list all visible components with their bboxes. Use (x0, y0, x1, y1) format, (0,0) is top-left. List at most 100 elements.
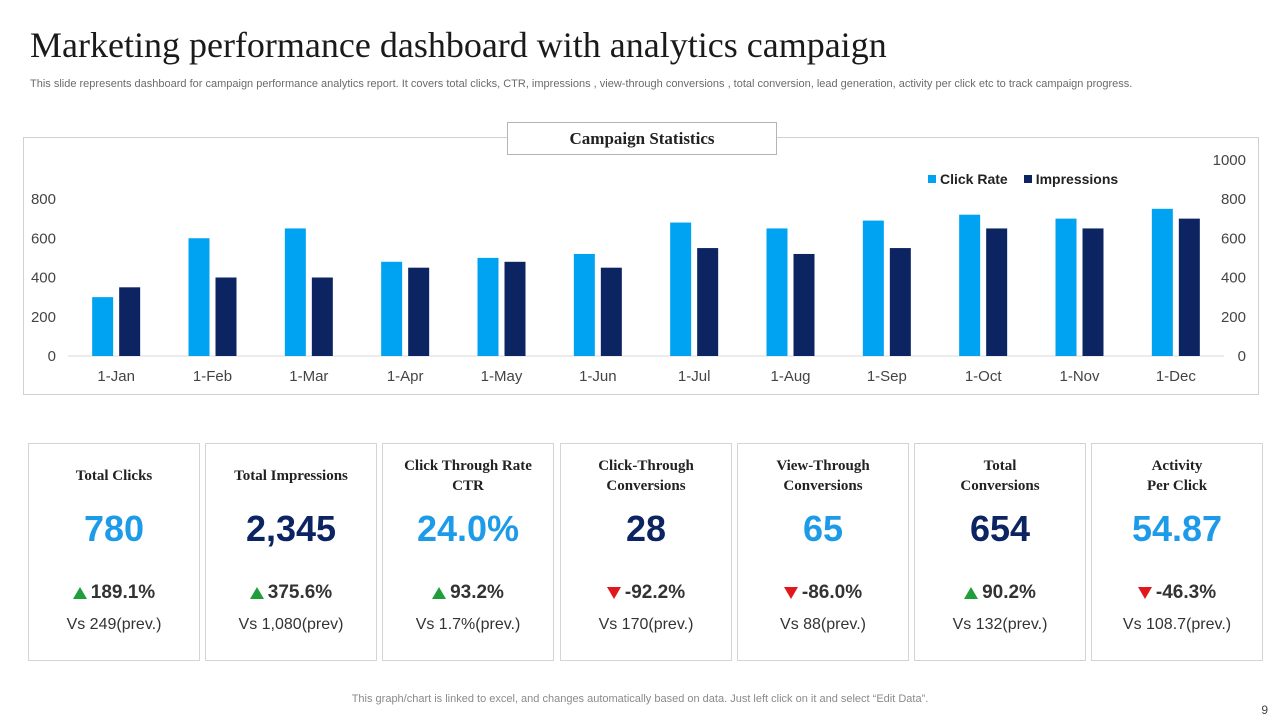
bar-impressions (311, 277, 333, 356)
x-tick-label: 1-Feb (193, 368, 232, 385)
y-right-tick-label: 800 (1221, 191, 1246, 208)
x-tick-label: 1-Nov (1059, 368, 1100, 385)
bar-click-rate (670, 222, 692, 356)
y-right-tick-label: 600 (1221, 230, 1246, 247)
kpi-change: -86.0% (738, 582, 908, 604)
trend-arrow-icon (783, 587, 798, 599)
bar-click-rate (573, 253, 595, 356)
bar-impressions (600, 267, 622, 356)
bar-click-rate (1151, 208, 1173, 356)
bar-impressions (119, 287, 141, 356)
x-tick-label: 1-Apr (387, 368, 424, 385)
kpi-card-total-conversions: Total Conversions 654 90.2% Vs 132(prev.… (914, 443, 1086, 661)
bar-click-rate (284, 228, 306, 356)
x-tick-label: 1-Oct (965, 368, 1003, 385)
bar-impressions (408, 267, 430, 356)
kpi-change: -92.2% (561, 582, 731, 604)
kpi-change-value: 375.6% (267, 582, 333, 603)
trend-arrow-icon (964, 587, 979, 599)
kpi-change: 90.2% (915, 582, 1085, 604)
kpi-value: 65 (802, 508, 844, 549)
kpi-change-value: 90.2% (982, 582, 1036, 603)
x-tick-label: 1-Jan (97, 368, 135, 385)
bar-impressions (215, 277, 237, 356)
kpi-previous: Vs 108.7(prev.) (1122, 616, 1232, 633)
footer-note: This graph/chart is linked to excel, and… (351, 693, 929, 705)
kpi-previous: Vs 170(prev.) (598, 616, 694, 633)
bar-impressions (697, 248, 719, 356)
kpi-value: 780 (83, 508, 145, 549)
bar-impressions (793, 253, 815, 356)
kpi-value: 28 (625, 508, 667, 549)
x-tick-label: 1-Dec (1156, 368, 1197, 385)
kpi-value: 2,345 (245, 508, 337, 549)
kpi-card-view-through-conversions: View-Through Conversions 65 -86.0% Vs 88… (737, 443, 909, 661)
y-right-tick-label: 0 (1238, 348, 1246, 365)
legend-item-click-rate: Click Rate (928, 171, 1008, 187)
x-tick-label: 1-Sep (867, 368, 907, 385)
y-right-tick-label: 1000 (1213, 152, 1246, 169)
kpi-card-activity-per-click: Activity Per Click 54.87 -46.3% Vs 108.7… (1091, 443, 1263, 661)
legend-item-impressions: Impressions (1023, 171, 1119, 187)
kpi-change-value: -46.3% (1155, 582, 1217, 603)
trend-arrow-icon (72, 587, 87, 599)
chart-legend: Click Rate Impressions (928, 171, 1118, 187)
kpi-value: 24.0% (416, 508, 520, 549)
x-tick-label: 1-Aug (770, 368, 810, 385)
bar-click-rate (188, 238, 210, 356)
kpi-change-value: 93.2% (450, 582, 504, 603)
trend-arrow-icon (432, 587, 447, 599)
kpi-card-total-impressions: Total Impressions 2,345 375.6% Vs 1,080(… (205, 443, 377, 661)
y-left-tick-label: 200 (31, 309, 56, 326)
kpi-label: Total Clicks (75, 468, 153, 484)
bar-impressions (504, 261, 526, 356)
kpi-label: Click Through Rate CTR (404, 458, 532, 494)
trend-arrow-icon (1137, 587, 1152, 599)
bar-impressions (1082, 228, 1104, 356)
y-left-tick-label: 600 (31, 230, 56, 247)
trend-arrow-icon (606, 587, 621, 599)
kpi-card-click-through-conversions: Click-Through Conversions 28 -92.2% Vs 1… (560, 443, 732, 661)
page-title: Marketing performance dashboard with ana… (30, 25, 887, 65)
kpi-value: 54.87 (1131, 508, 1223, 549)
kpi-change-value: 189.1% (90, 582, 156, 603)
kpi-change: 375.6% (206, 582, 376, 604)
kpi-label: Click-Through Conversions (598, 458, 694, 494)
trend-arrow-icon (249, 587, 264, 599)
kpi-previous: Vs 249(prev.) (66, 616, 162, 633)
kpi-label: Activity Per Click (1146, 458, 1208, 494)
bar-click-rate (766, 228, 788, 356)
bar-impressions (1178, 218, 1200, 356)
legend-swatch-click-rate (928, 175, 936, 183)
x-tick-label: 1-Jun (579, 368, 617, 385)
kpi-card-ctr: Click Through Rate CTR 24.0% 93.2% Vs 1.… (382, 443, 554, 661)
legend-swatch-impressions (1023, 175, 1032, 183)
bar-click-rate (862, 220, 884, 356)
legend-label-click-rate: Click Rate (940, 171, 1008, 187)
y-right-tick-label: 200 (1221, 309, 1246, 326)
bar-click-rate (1055, 218, 1077, 356)
kpi-label: Total Conversions (960, 458, 1040, 494)
campaign-statistics-chart: 0 200 400 600 800 0 200 400 600 800 1000 1-Jan 1-Feb… (31, 152, 1246, 385)
kpi-value: 654 (969, 508, 1031, 549)
kpi-previous: Vs 1,080(prev) (238, 616, 344, 633)
x-tick-label: 1-Jul (678, 368, 711, 385)
bar-impressions (986, 228, 1008, 356)
kpi-previous: Vs 1.7%(prev.) (415, 616, 521, 633)
x-tick-label: 1-May (481, 368, 523, 385)
legend-label-impressions: Impressions (1035, 171, 1119, 187)
page-subtitle: This slide represents dashboard for camp… (30, 78, 1133, 90)
kpi-change: -46.3% (1092, 582, 1262, 604)
kpi-label: View-Through Conversions (776, 458, 870, 494)
bar-click-rate (477, 257, 499, 356)
chart-panel: 0 200 400 600 800 0 200 400 600 800 1000 1-Jan 1-Feb… (23, 137, 1259, 395)
kpi-card-total-clicks: Total Clicks 780 189.1% Vs 249(prev.) (28, 443, 200, 661)
bar-click-rate (959, 214, 981, 356)
x-tick-label: 1-Mar (289, 368, 328, 385)
chart-title: Campaign Statistics (507, 122, 777, 155)
bar-click-rate (381, 261, 403, 356)
y-right-tick-label: 400 (1221, 270, 1246, 287)
bar-click-rate (92, 297, 114, 356)
kpi-change-value: -86.0% (801, 582, 863, 603)
kpi-previous: Vs 132(prev.) (952, 616, 1048, 633)
